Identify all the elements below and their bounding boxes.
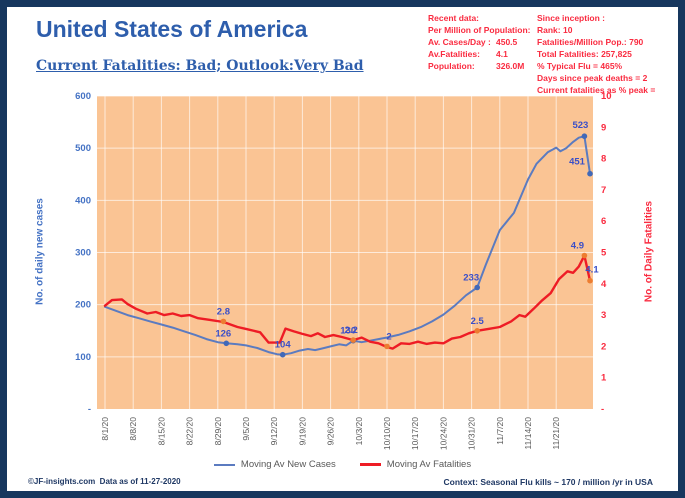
legend-label: Moving Av New Cases (240, 459, 336, 470)
cases-marker (279, 351, 286, 358)
x-tick-label: 11/7/20 (495, 417, 505, 445)
stat-value: 326.0M (496, 61, 525, 71)
stat-line: Total Fatalities: 257,825 (537, 49, 632, 59)
fatalities-marker (350, 337, 357, 343)
x-tick-label: 8/29/20 (213, 417, 223, 446)
x-tick-label: 10/17/20 (410, 417, 420, 450)
chart-legend: Moving Av New Cases Moving Av Fatalities (0, 459, 685, 470)
stat-line: Days since peak deaths = 2 (537, 73, 648, 83)
fatalities-marker (384, 343, 390, 350)
footer-context-text: Context: Seasonal Flu kills ~ 170 / mill… (443, 477, 654, 487)
data-label: 451 (569, 157, 586, 168)
fatalities-marker (581, 252, 588, 259)
y-right-tick-label: 7 (601, 185, 606, 196)
data-label: 2.5 (471, 316, 485, 327)
y-right-tick-label: 4 (601, 279, 607, 290)
page-title: United States of America (36, 16, 308, 42)
y-right-tick-label: 9 (601, 122, 606, 133)
x-tick-label: 10/31/20 (467, 417, 477, 450)
stat-value: 4.1 (496, 49, 508, 59)
legend-swatch (359, 463, 381, 466)
footer-source-text: ©JF-insights.com Data as of 11-27-2020 (28, 477, 181, 486)
data-label: 4.9 (571, 241, 584, 252)
y-right-tick-label: 2 (601, 341, 606, 352)
stat-value: 450.5 (496, 37, 518, 47)
recent-data-block: Recent data: Per Million of Population: … (428, 12, 536, 72)
data-label: 2.8 (217, 306, 230, 317)
data-label: 4.1 (585, 265, 599, 276)
x-tick-label: 9/26/20 (326, 417, 336, 446)
stat-line: Fatalities/Million Pop.: 790 (537, 37, 644, 47)
x-tick-label: 9/19/20 (297, 417, 307, 446)
y-right-tick-label: 6 (601, 216, 606, 227)
y-right-tick-label: 3 (601, 310, 606, 321)
data-label: 130 (340, 326, 356, 337)
cases-marker (474, 284, 481, 291)
y-right-tick-label: 8 (601, 154, 606, 165)
data-label: 233 (463, 273, 479, 284)
x-tick-label: 10/24/20 (438, 417, 448, 450)
x-tick-label: 10/3/20 (354, 417, 364, 446)
stat-row: Av. Cases/Day : 450.5 (428, 36, 536, 48)
x-tick-label: 10/10/20 (382, 417, 392, 450)
y-left-tick-label: 600 (75, 91, 91, 102)
y-right-tick-label: - (601, 404, 604, 415)
data-label: 2 (386, 331, 391, 342)
x-tick-label: 11/14/20 (523, 417, 533, 450)
fatalities-marker (587, 277, 593, 284)
recent-data-heading: Recent data: (428, 13, 480, 23)
since-inception-heading: Since inception : (537, 13, 606, 23)
data-label: 523 (572, 120, 588, 131)
y-right-tick-label: 1 (601, 373, 607, 384)
stat-label: Av.Fatalities: (428, 49, 480, 59)
fatalities-line (103, 254, 592, 350)
cases-marker (223, 340, 230, 347)
stat-label: Av. Cases/Day : (428, 37, 491, 47)
fatalities-marker (220, 318, 227, 325)
cases-marker (587, 170, 593, 177)
legend-item-fatalities: Moving Av Fatalities (359, 459, 472, 470)
cases-line (104, 135, 591, 356)
x-tick-label: 9/12/20 (269, 417, 279, 446)
x-tick-label: 8/8/20 (128, 417, 138, 441)
y-left-tick-label: - (88, 404, 91, 415)
x-tick-label: 8/22/20 (185, 417, 195, 446)
y-left-tick-label: 400 (75, 195, 91, 206)
cases-marker (581, 133, 588, 139)
y-left-tick-label: 100 (75, 352, 91, 363)
y-right-tick-label: 10 (601, 91, 612, 102)
x-tick-label: 8/15/20 (156, 417, 166, 446)
stat-row: Av.Fatalities: 4.1 (428, 48, 536, 60)
data-label: 126 (215, 328, 231, 339)
data-label: 2.2 (345, 325, 358, 336)
x-tick-label: 11/21/20 (551, 417, 561, 450)
stat-line: Rank: 10 (537, 25, 573, 35)
legend-item-cases: Moving Av New Cases (213, 459, 336, 470)
y-left-tick-label: 500 (75, 143, 91, 154)
page-subtitle: Current Fatalities: Bad; Outlook:Very Ba… (36, 58, 364, 74)
y-right-tick-label: 5 (601, 248, 607, 259)
data-label: 104 (275, 340, 292, 351)
stat-row: Population: 326.0M (428, 60, 536, 72)
recent-data-subheading: Per Million of Population: (428, 25, 531, 35)
x-tick-label: 8/1/20 (100, 417, 110, 441)
y-left-tick-label: 300 (75, 248, 91, 259)
legend-label: Moving Av Fatalities (386, 459, 472, 470)
fatalities-marker (474, 328, 481, 334)
stat-label: Population: (428, 61, 475, 71)
x-tick-label: 9/5/20 (241, 417, 251, 441)
y-left-tick-label: 200 (75, 300, 91, 311)
legend-swatch (213, 463, 235, 466)
stat-line: % Typical Flu = 465% (537, 61, 623, 71)
